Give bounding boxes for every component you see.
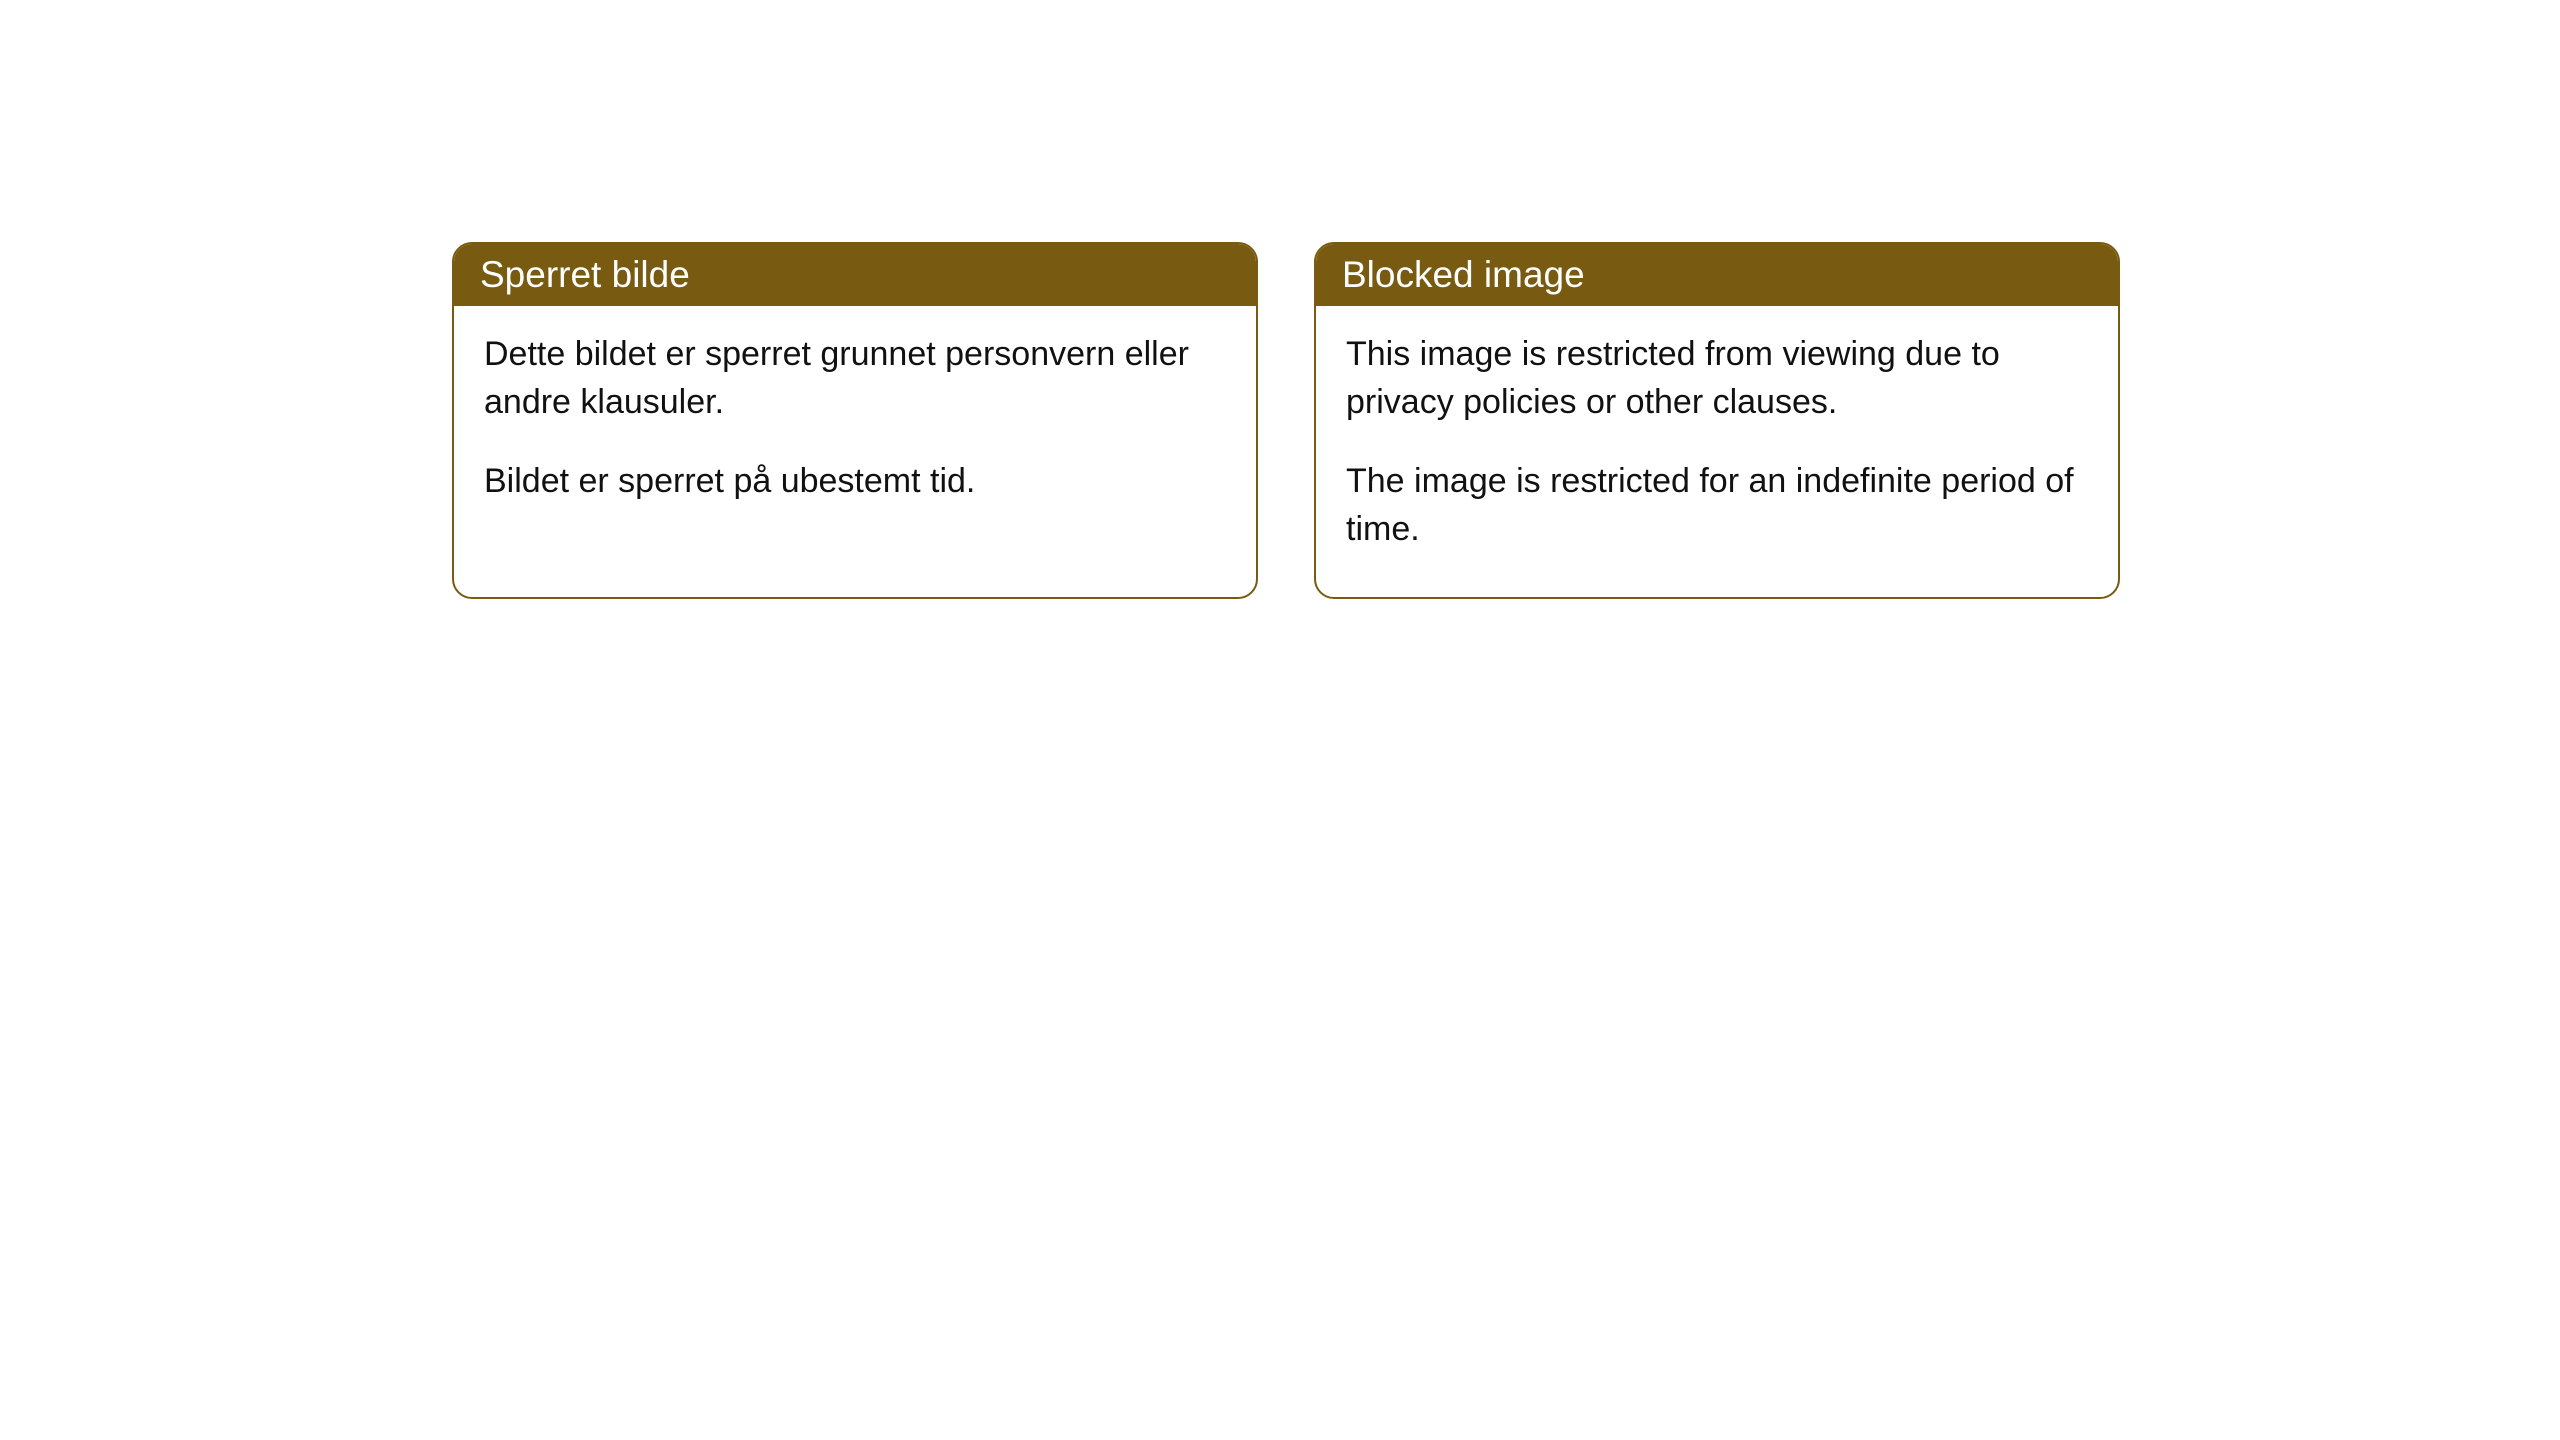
card-header: Blocked image bbox=[1316, 244, 2118, 306]
card-paragraph: Dette bildet er sperret grunnet personve… bbox=[484, 330, 1226, 427]
card-title: Sperret bilde bbox=[480, 254, 690, 295]
blocked-image-card-english: Blocked image This image is restricted f… bbox=[1314, 242, 2120, 599]
card-paragraph: Bildet er sperret på ubestemt tid. bbox=[484, 457, 1226, 505]
card-body: Dette bildet er sperret grunnet personve… bbox=[454, 306, 1256, 549]
card-paragraph: The image is restricted for an indefinit… bbox=[1346, 457, 2088, 554]
blocked-image-card-norwegian: Sperret bilde Dette bildet er sperret gr… bbox=[452, 242, 1258, 599]
cards-container: Sperret bilde Dette bildet er sperret gr… bbox=[0, 0, 2560, 599]
card-paragraph: This image is restricted from viewing du… bbox=[1346, 330, 2088, 427]
card-body: This image is restricted from viewing du… bbox=[1316, 306, 2118, 597]
card-title: Blocked image bbox=[1342, 254, 1585, 295]
card-header: Sperret bilde bbox=[454, 244, 1256, 306]
